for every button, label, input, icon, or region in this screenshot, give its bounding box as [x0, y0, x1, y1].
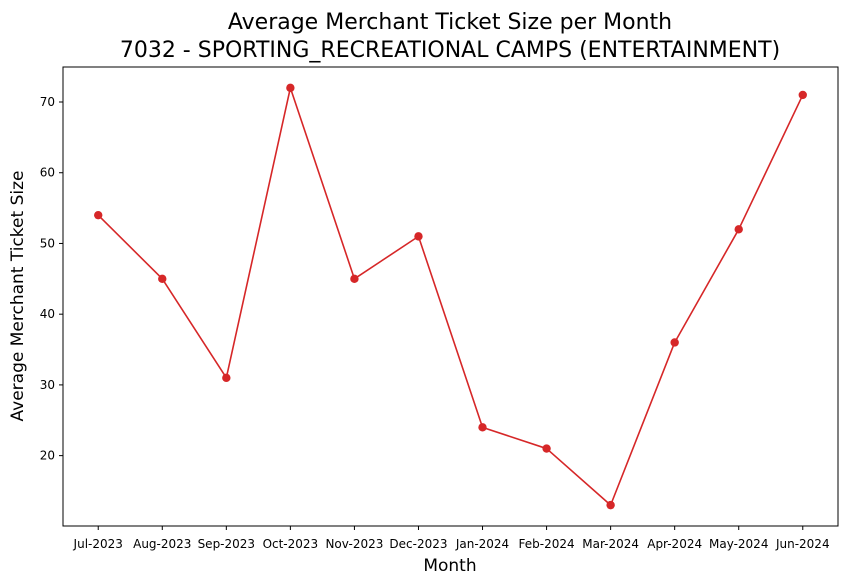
x-tick-label: Sep-2023: [198, 537, 256, 551]
y-tick-label: 60: [40, 166, 55, 180]
y-axis: 20 30 40 50 60 70: [40, 95, 63, 463]
data-point: [286, 83, 295, 93]
data-point: [478, 423, 487, 432]
y-tick-label: 20: [40, 449, 55, 463]
data-point: [350, 274, 359, 284]
data-point: [734, 225, 743, 234]
x-axis: Jul-2023 Aug-2023 Sep-2023 Oct-2023 Nov-2023…: [73, 526, 830, 551]
x-tick-label: Jul-2023: [73, 537, 123, 551]
x-axis-label: Month: [423, 556, 476, 576]
data-point: [222, 373, 231, 383]
x-tick-label: Nov-2023: [325, 537, 383, 551]
x-tick-label: Jun-2024: [775, 537, 830, 551]
data-point: [94, 210, 103, 220]
data-point: [670, 338, 679, 347]
y-tick-label: 40: [40, 307, 55, 321]
data-point: [542, 444, 551, 453]
chart-subtitle: 7032 - SPORTING_RECREATIONAL CAMPS (ENTE…: [120, 38, 780, 63]
x-tick-label: Feb-2024: [519, 537, 575, 551]
plot-frame: [62, 66, 839, 527]
x-tick-label: Jan-2024: [455, 537, 509, 551]
y-tick-label: 70: [40, 95, 55, 109]
y-tick-label: 30: [40, 378, 55, 392]
x-tick-label: Oct-2023: [263, 537, 319, 551]
x-tick-label: May-2024: [709, 537, 768, 551]
plot-area: [94, 83, 807, 510]
data-point: [798, 90, 807, 100]
data-point: [606, 500, 615, 510]
series-line: [97, 87, 804, 506]
data-point: [414, 232, 423, 241]
chart-title: Average Merchant Ticket Size per Month: [228, 10, 672, 35]
x-tick-label: Mar-2024: [582, 537, 639, 551]
y-axis-label: Average Merchant Ticket Size: [8, 171, 28, 422]
x-tick-label: Dec-2023: [389, 537, 447, 551]
x-tick-label: Aug-2023: [133, 537, 191, 551]
x-tick-label: Apr-2024: [647, 537, 702, 551]
y-tick-label: 50: [40, 236, 55, 250]
data-point: [158, 274, 167, 284]
